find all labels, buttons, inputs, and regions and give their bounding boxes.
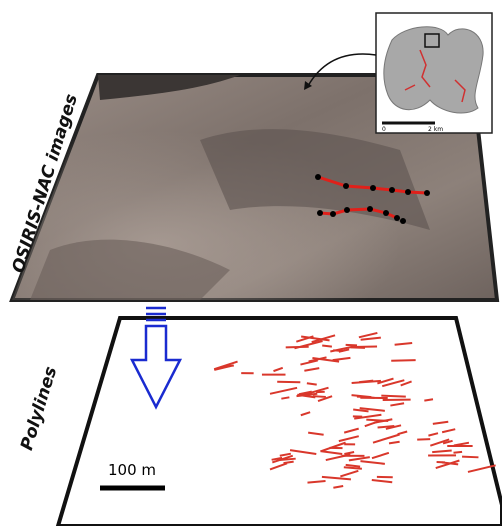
polyline: [281, 397, 289, 398]
polyline: [424, 399, 433, 400]
polyline: [226, 366, 234, 367]
scale-label: 100 m: [108, 461, 156, 479]
page: 0 2 km OSIRIS-NAC images Polylines 100 m…: [0, 0, 502, 526]
polyline: [286, 347, 309, 348]
polyline: [462, 457, 478, 458]
polyline: [391, 360, 415, 361]
polyline: [352, 346, 377, 347]
polyline: [322, 346, 332, 347]
figure: 0 2 km OSIRIS-NAC images Polylines 100 m: [0, 0, 502, 526]
comet-shape: [384, 27, 483, 113]
inset-scale-end: 2 km: [428, 126, 443, 133]
polyline: [453, 452, 462, 453]
inset-scale-start: 0: [382, 126, 386, 133]
bottom-panel-label: Polylines: [17, 364, 61, 453]
polyline: [381, 396, 405, 397]
polyline: [307, 383, 317, 384]
polyline-panel: [58, 318, 502, 526]
